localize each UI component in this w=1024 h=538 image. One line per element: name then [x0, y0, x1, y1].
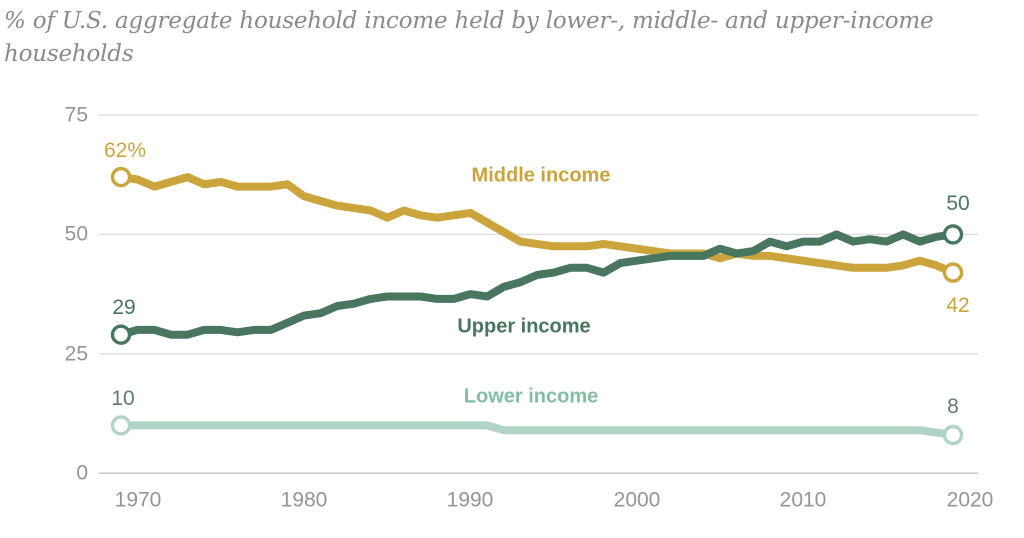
- x-tick-2010: 2010: [779, 488, 827, 512]
- x-tick-1980: 1980: [280, 488, 328, 512]
- y-tick-25: 25: [64, 342, 88, 366]
- x-tick-2000: 2000: [613, 488, 661, 512]
- y-tick-75: 75: [64, 103, 88, 127]
- series-label-lower-income: Lower income: [463, 385, 599, 408]
- end-marker-lower-income: [942, 424, 964, 446]
- start-value-upper-income: 29: [112, 296, 136, 319]
- start-marker-upper-income: [110, 324, 132, 345]
- end-marker-middle-income: [942, 262, 964, 283]
- line-lower-income: [121, 421, 954, 439]
- x-tick-1970: 1970: [114, 488, 162, 512]
- y-tick-50: 50: [64, 222, 88, 246]
- end-value-lower-income: 8: [947, 395, 959, 418]
- line-upper-income: [119, 230, 954, 339]
- start-marker-middle-income: [110, 166, 132, 188]
- series-label-upper-income: Upper income: [457, 315, 591, 338]
- x-tick-1990: 1990: [446, 488, 494, 512]
- end-value-middle-income: 42: [946, 294, 970, 317]
- y-tick-0: 0: [76, 461, 88, 485]
- start-value-middle-income: 62%: [103, 139, 147, 162]
- start-value-lower-income: 10: [111, 387, 135, 410]
- start-marker-lower-income: [110, 415, 132, 436]
- end-value-upper-income: 50: [946, 192, 970, 215]
- line-middle-income: [120, 173, 955, 277]
- chart-title-line-1: % of U.S. aggregate household income hel…: [4, 8, 934, 34]
- x-tick-2020: 2020: [946, 488, 994, 512]
- chart-title-line-2: households: [4, 41, 134, 67]
- series-label-middle-income: Middle income: [471, 164, 611, 187]
- end-marker-upper-income: [942, 224, 964, 245]
